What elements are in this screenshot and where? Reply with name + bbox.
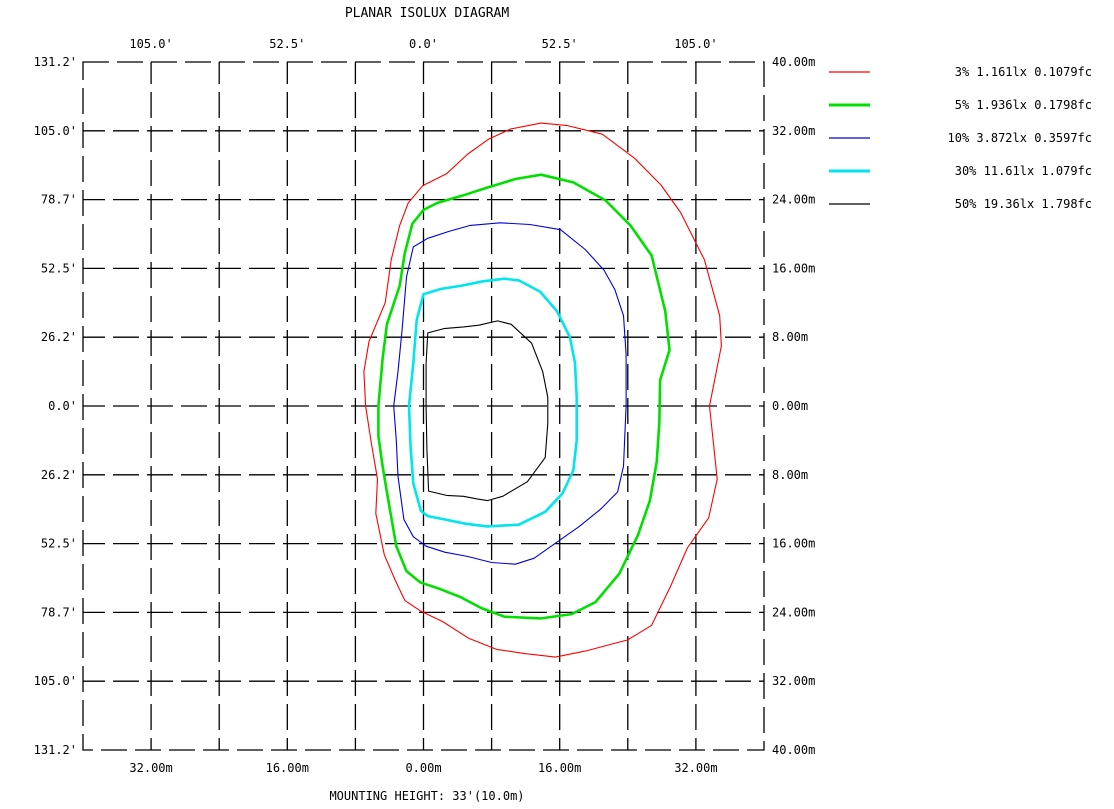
left-tick-label: 0.0' xyxy=(48,399,77,413)
left-tick-label: 52.5' xyxy=(41,537,77,551)
top-tick-label: 52.5' xyxy=(269,37,305,51)
legend-label-1: 3% 1.161lx 0.1079fc xyxy=(955,65,1092,79)
isolux-contour-2 xyxy=(377,173,671,620)
bottom-tick-label: 32.00m xyxy=(129,761,172,775)
chart-title: PLANAR ISOLUX DIAGRAM xyxy=(344,6,510,21)
right-tick-label: 0.00m xyxy=(772,399,808,413)
bottom-tick-label: 32.00m xyxy=(674,761,717,775)
left-tick-label: 78.7' xyxy=(41,193,77,207)
isolux-contour-5 xyxy=(425,320,549,502)
mounting-height-label: MOUNTING HEIGHT: 33'(10.0m) xyxy=(329,789,525,803)
isolux-contour-3 xyxy=(393,222,627,565)
legend-label-5: 50% 19.36lx 1.798fc xyxy=(955,197,1092,211)
left-tick-label: 78.7' xyxy=(41,605,77,619)
right-tick-label: 40.00m xyxy=(772,55,815,69)
left-tick-label: 105.0' xyxy=(34,124,77,138)
right-tick-label: 32.00m xyxy=(772,124,815,138)
top-tick-label: 52.5' xyxy=(542,37,578,51)
bottom-tick-label: 16.00m xyxy=(538,761,581,775)
right-tick-label: 32.00m xyxy=(772,674,815,688)
right-tick-label: 16.00m xyxy=(772,537,815,551)
left-tick-label: 52.5' xyxy=(41,261,77,275)
right-tick-label: 8.00m xyxy=(772,330,808,344)
left-tick-label: 131.2' xyxy=(34,55,77,69)
legend-label-2: 5% 1.936lx 0.1798fc xyxy=(955,98,1092,112)
right-tick-label: 8.00m xyxy=(772,468,808,482)
right-tick-label: 24.00m xyxy=(772,605,815,619)
isolux-contour-1 xyxy=(363,122,722,658)
legend-label-4: 30% 11.61lx 1.079fc xyxy=(955,164,1092,178)
bottom-tick-label: 0.00m xyxy=(405,761,441,775)
left-tick-label: 26.2' xyxy=(41,330,77,344)
right-tick-label: 40.00m xyxy=(772,743,815,757)
right-tick-label: 16.00m xyxy=(772,261,815,275)
right-tick-label: 24.00m xyxy=(772,193,815,207)
left-tick-label: 131.2' xyxy=(34,743,77,757)
left-tick-label: 105.0' xyxy=(34,674,77,688)
legend-label-3: 10% 3.872lx 0.3597fc xyxy=(948,131,1093,145)
bottom-tick-label: 16.00m xyxy=(266,761,309,775)
top-tick-label: 0.0' xyxy=(409,37,438,51)
top-tick-label: 105.0' xyxy=(129,37,172,51)
left-tick-label: 26.2' xyxy=(41,468,77,482)
top-tick-label: 105.0' xyxy=(674,37,717,51)
isolux-contour-4 xyxy=(407,277,578,528)
